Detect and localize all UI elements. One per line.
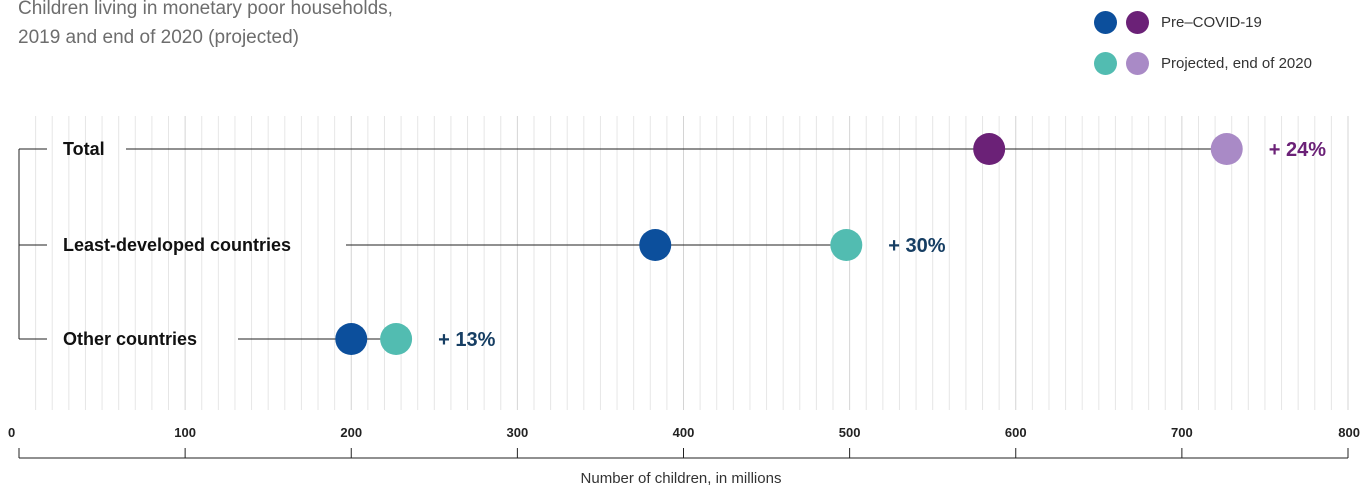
legend-label-pre-covid: Pre–COVID-19 bbox=[1161, 13, 1262, 31]
chart-subtitle: Children living in monetary poor househo… bbox=[18, 0, 618, 52]
pct-change-label: + 24% bbox=[1269, 139, 1326, 161]
x-tick-label: 500 bbox=[839, 425, 861, 440]
x-axis-label: Number of children, in millions bbox=[580, 470, 782, 487]
pct-change-label: + 13% bbox=[438, 329, 495, 351]
x-tick-label: 300 bbox=[507, 425, 529, 440]
x-tick-label: 800 bbox=[1338, 425, 1360, 440]
legend-entry-pre-covid: Pre–COVID-19 bbox=[1094, 10, 1312, 34]
pct-change-label: + 30% bbox=[888, 235, 945, 257]
projected-dot bbox=[830, 229, 863, 261]
subtitle-line-2: 2019 and end of 2020 (projected) bbox=[18, 27, 299, 48]
category-label: Total bbox=[63, 139, 105, 159]
x-tick-label: 600 bbox=[1005, 425, 1027, 440]
subtitle-line-1: Children living in monetary poor househo… bbox=[18, 0, 393, 19]
category-label: Other countries bbox=[63, 329, 197, 349]
category-label: Least-developed countries bbox=[63, 235, 291, 255]
x-tick-label: 100 bbox=[174, 425, 196, 440]
row-band bbox=[0, 313, 1362, 365]
pre-covid-dot bbox=[973, 133, 1006, 165]
legend-dot-pre-group bbox=[1094, 10, 1117, 34]
projected-dot bbox=[1210, 133, 1243, 165]
pre-covid-dot bbox=[639, 229, 672, 261]
projected-dot bbox=[380, 323, 413, 355]
legend-dot-proj-group bbox=[1094, 51, 1117, 75]
legend-dot-pre-total bbox=[1126, 10, 1149, 34]
chart-legend: Pre–COVID-19 Projected, end of 2020 bbox=[1094, 10, 1312, 92]
x-tick-label: 400 bbox=[673, 425, 695, 440]
pre-covid-dot bbox=[335, 323, 368, 355]
legend-dot-proj-total bbox=[1126, 51, 1149, 75]
x-tick-label: 0 bbox=[8, 425, 15, 440]
x-tick-label: 200 bbox=[340, 425, 362, 440]
legend-entry-projected: Projected, end of 2020 bbox=[1094, 51, 1312, 75]
legend-label-projected: Projected, end of 2020 bbox=[1161, 54, 1312, 72]
x-tick-label: 700 bbox=[1171, 425, 1193, 440]
